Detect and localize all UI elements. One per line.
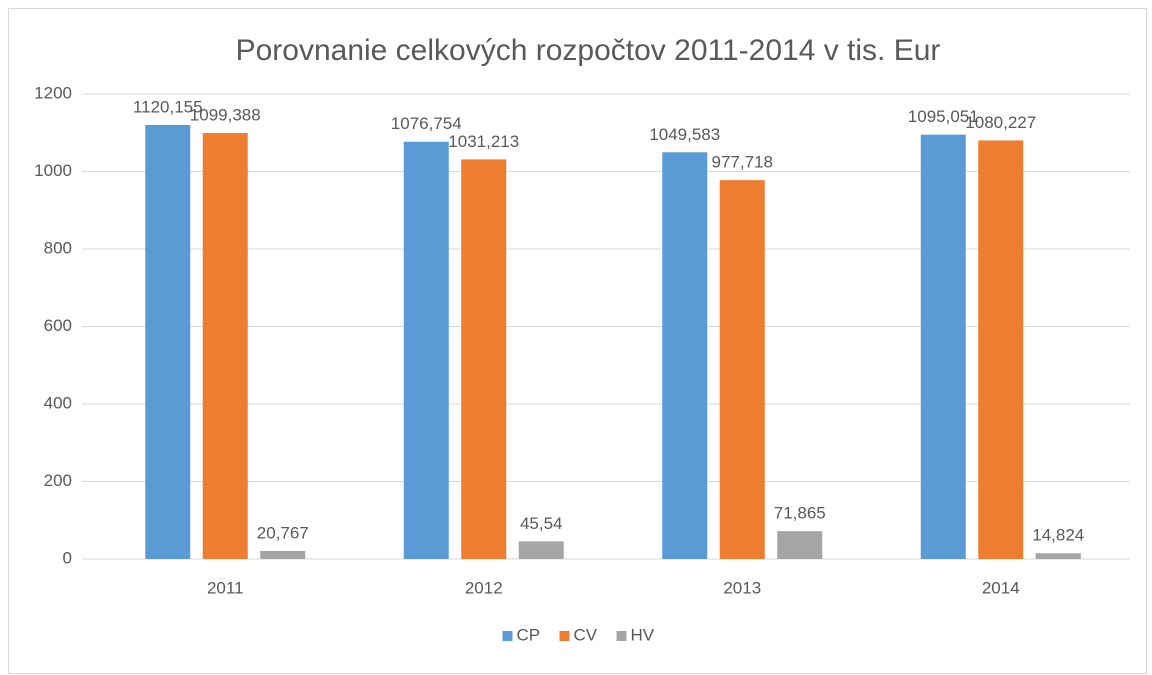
bar <box>202 132 248 559</box>
legend-label: CV <box>574 625 598 644</box>
data-label: 977,718 <box>712 153 773 172</box>
data-label: 1095,051 <box>908 107 979 126</box>
legend-swatch <box>559 631 570 641</box>
data-label: 1120,155 <box>133 97 203 116</box>
x-tick-label: 2012 <box>465 578 503 597</box>
bar <box>403 141 449 560</box>
data-label: 45,54 <box>520 514 563 533</box>
bar <box>1035 553 1081 559</box>
bar <box>920 134 966 560</box>
x-tick-label: 2014 <box>982 578 1020 597</box>
data-label: 71,865 <box>774 504 826 523</box>
data-label: 1099,388 <box>190 105 261 124</box>
bar <box>777 531 823 559</box>
y-tick-label: 1000 <box>34 161 72 180</box>
x-tick-label: 2011 <box>207 578 244 597</box>
data-label: 1080,227 <box>965 113 1036 132</box>
x-tick-label: 2013 <box>723 578 761 597</box>
legend-label: CP <box>517 625 541 644</box>
y-tick-label: 800 <box>44 238 72 257</box>
bar <box>145 124 191 559</box>
data-label: 14,824 <box>1032 526 1084 545</box>
y-tick-label: 400 <box>44 393 72 412</box>
data-label: 1031,213 <box>448 132 519 151</box>
legend-swatch <box>616 631 627 641</box>
y-tick-label: 200 <box>44 471 72 490</box>
data-label: 20,767 <box>257 523 309 542</box>
chart-title: Porovnanie celkových rozpočtov 2011-2014… <box>236 34 941 67</box>
bar <box>662 152 708 559</box>
bar <box>260 550 306 559</box>
y-tick-label: 1200 <box>34 83 72 102</box>
legend-label: HV <box>631 625 655 644</box>
y-tick-label: 0 <box>63 548 72 567</box>
y-tick-label: 600 <box>44 316 72 335</box>
data-label: 1076,754 <box>391 114 462 133</box>
bar <box>518 541 564 559</box>
bar <box>461 159 507 559</box>
bar <box>719 180 765 559</box>
legend-swatch <box>502 631 513 641</box>
bar <box>978 140 1024 559</box>
data-label: 1049,583 <box>649 125 720 144</box>
